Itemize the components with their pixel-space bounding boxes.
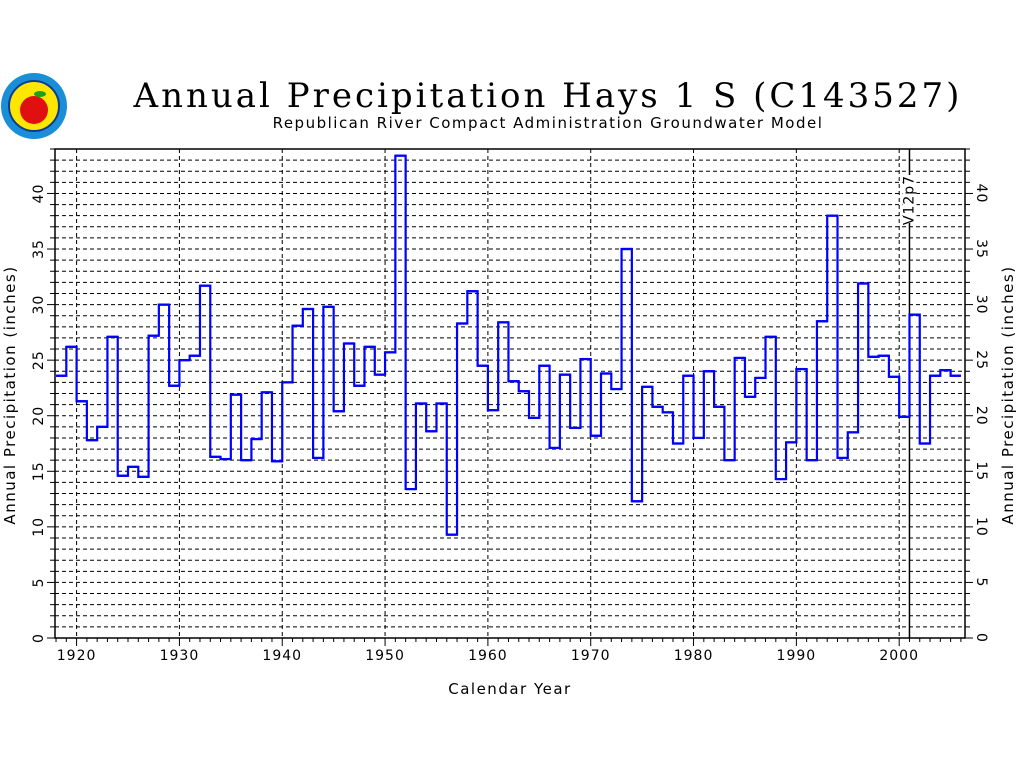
x-tick-label: 1920: [57, 648, 97, 664]
x-tick-label: 1970: [571, 648, 611, 664]
leaf-icon: [34, 91, 46, 97]
y-tick-label-right: 30: [973, 295, 989, 315]
grid: [55, 149, 965, 638]
y-tick-label-right: 10: [973, 517, 989, 537]
y-tick-label: 10: [31, 517, 47, 537]
y-tick-label-right: 0: [973, 633, 989, 643]
y-axis-label-right: Annual Precipitation (inches): [999, 265, 1017, 524]
y-tick-label: 15: [31, 461, 47, 481]
y-tick-label-right: 35: [973, 239, 989, 259]
x-tick-label: 2000: [879, 648, 919, 664]
y-tick-label-right: 5: [973, 577, 989, 587]
y-axis-label: Annual Precipitation (inches): [1, 265, 19, 524]
x-tick-label: 1930: [160, 648, 200, 664]
chart-title: Annual Precipitation Hays 1 S (C143527): [133, 76, 963, 116]
y-tick-label: 5: [31, 577, 47, 587]
x-tick-label: 1940: [262, 648, 302, 664]
x-tick-label: 1980: [674, 648, 714, 664]
y-tick-label-right: 15: [973, 461, 989, 481]
x-tick-label: 1960: [468, 648, 508, 664]
y-tick-label: 30: [31, 295, 47, 315]
apple-icon: [20, 96, 48, 124]
y-tick-label-right: 20: [973, 406, 989, 426]
x-tick-label: 1990: [777, 648, 817, 664]
y-tick-label: 20: [31, 406, 47, 426]
logo: [1, 73, 67, 139]
series-precipitation: [56, 154, 961, 536]
x-tick-label: 1950: [365, 648, 405, 664]
series-line: [56, 154, 961, 536]
marker-label-bg: [902, 175, 917, 223]
y-tick-label-right: 25: [973, 350, 989, 370]
y-tick-label-right: 40: [973, 184, 989, 204]
x-axis-label: Calendar Year: [448, 680, 571, 698]
y-tick-label: 40: [31, 184, 47, 204]
y-tick-label: 35: [31, 239, 47, 259]
y-tick-label: 25: [31, 350, 47, 370]
y-tick-label: 0: [31, 633, 47, 643]
chart-subtitle: Republican River Compact Administration …: [273, 114, 824, 132]
axes: 0 0 5 5 10 10 15 15 20 20 25 25 30 30 35 35 40 40 1920 1930…: [31, 148, 989, 664]
marker-label: V12p7: [901, 175, 917, 225]
